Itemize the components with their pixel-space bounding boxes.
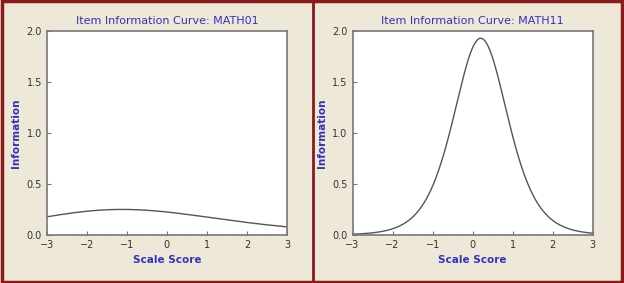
X-axis label: Scale Score: Scale Score — [133, 255, 201, 265]
Title: Item Information Curve: MATH01: Item Information Curve: MATH01 — [76, 16, 258, 26]
X-axis label: Scale Score: Scale Score — [439, 255, 507, 265]
Title: Item Information Curve: MATH11: Item Information Curve: MATH11 — [381, 16, 564, 26]
Y-axis label: Information: Information — [11, 98, 21, 168]
Y-axis label: Information: Information — [317, 98, 327, 168]
